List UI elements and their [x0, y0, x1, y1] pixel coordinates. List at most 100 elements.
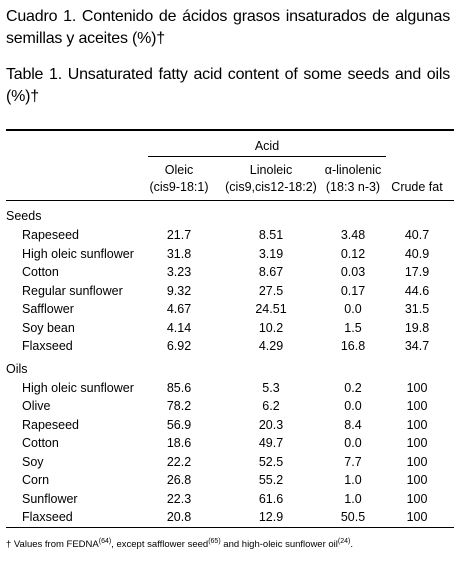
row-label: High oleic sunflower: [22, 380, 134, 395]
cell: 0.17: [340, 283, 366, 298]
group-rule: [148, 156, 386, 157]
cell: 8.51: [258, 228, 284, 242]
caption-es: Cuadro 1. Contenido de ácidos grasos ins…: [6, 8, 450, 47]
cell: 3.23: [166, 265, 192, 279]
footnote-text: .: [350, 539, 353, 551]
cell: 31.8: [166, 246, 192, 261]
caption-en: Table 1. Unsaturated fatty acid content …: [6, 66, 450, 105]
cell: 40.7: [404, 228, 430, 242]
cell: 31.5: [404, 302, 430, 316]
cell: 16.8: [340, 339, 366, 353]
cell: 19.8: [404, 320, 430, 335]
cell: 100: [406, 510, 428, 524]
cell: 0.03: [340, 265, 366, 279]
cell: 55.2: [258, 473, 284, 487]
column-header: (18:3 n-3): [325, 180, 381, 194]
cell: 85.6: [166, 380, 192, 395]
cell: 78.2: [166, 399, 192, 413]
footnote: † Values from FEDNA(64), except safflowe…: [6, 538, 353, 550]
cell: 22.2: [166, 454, 192, 469]
cell: 49.7: [258, 436, 284, 450]
cell: 3.48: [340, 228, 366, 242]
cell: 26.8: [166, 473, 192, 487]
cell: 4.29: [258, 339, 284, 353]
row-label: Rapeseed: [22, 417, 79, 432]
row-label: High oleic sunflower: [22, 246, 134, 261]
cell: 100: [406, 473, 428, 487]
cell: 0.0: [344, 399, 362, 413]
bottom-rule: [6, 527, 454, 528]
row-label: Olive: [22, 399, 51, 413]
column-header: α-linolenic: [324, 163, 382, 177]
section-label: Seeds: [6, 209, 42, 223]
cell: 20.3: [258, 417, 284, 432]
cell: 100: [406, 491, 428, 506]
row-label: Sunflower: [22, 491, 78, 506]
column-header: (cis9,cis12-18:2): [225, 180, 317, 194]
cell: 1.0: [344, 473, 362, 487]
cell: 6.92: [166, 339, 192, 353]
cell: 27.5: [258, 283, 284, 298]
top-rule: [6, 129, 454, 131]
cell: 12.9: [258, 510, 284, 524]
row-label: Regular sunflower: [22, 283, 123, 298]
cell: 8.67: [258, 265, 284, 279]
cell: 24.51: [255, 302, 287, 316]
row-label: Rapeseed: [22, 228, 79, 242]
row-label: Cotton: [22, 265, 59, 279]
cell: 4.14: [166, 320, 192, 335]
cell: 20.8: [166, 510, 192, 524]
section-label: Oils: [6, 361, 28, 376]
row-label: Soy bean: [22, 320, 75, 335]
cell: 0.2: [344, 380, 362, 395]
cell: 9.32: [166, 283, 192, 298]
row-label: Flaxseed: [22, 510, 73, 524]
cell: 4.67: [166, 302, 192, 316]
row-label: Flaxseed: [22, 339, 73, 353]
cell: 5.3: [262, 380, 280, 395]
group-header: Acid: [254, 139, 280, 153]
cell: 52.5: [258, 454, 284, 469]
reference: (65): [208, 538, 221, 545]
cell: 0.0: [344, 436, 362, 450]
footnote-text: , except safflower seed: [111, 539, 209, 551]
column-header: Crude fat: [391, 180, 443, 194]
cell: 100: [406, 436, 428, 450]
column-header: Oleic: [164, 163, 194, 177]
cell: 8.4: [344, 417, 362, 432]
cell: 0.12: [340, 246, 366, 261]
cell: 21.7: [166, 228, 192, 242]
cell: 0.0: [344, 302, 362, 316]
cell: 6.2: [262, 399, 280, 413]
cell: 22.3: [166, 491, 192, 506]
cell: 1.0: [344, 491, 362, 506]
footnote-text: † Values from FEDNA: [6, 539, 99, 551]
cell: 100: [406, 399, 428, 413]
column-header: Linoleic: [249, 163, 293, 177]
header-rule: [6, 200, 454, 201]
cell: 100: [406, 454, 428, 469]
cell: 40.9: [404, 246, 430, 261]
cell: 44.6: [404, 283, 430, 298]
cell: 61.6: [258, 491, 284, 506]
cell: 100: [406, 417, 428, 432]
cell: 56.9: [166, 417, 192, 432]
cell: 50.5: [340, 510, 366, 524]
cell: 3.19: [258, 246, 284, 261]
cell: 17.9: [404, 265, 430, 279]
cell: 10.2: [258, 320, 284, 335]
row-label: Safflower: [22, 302, 74, 316]
row-label: Soy: [22, 454, 44, 469]
cell: 1.5: [344, 320, 362, 335]
cell: 100: [406, 380, 428, 395]
cell: 34.7: [404, 339, 430, 353]
cell: 7.7: [344, 454, 362, 469]
column-header: (cis9-18:1): [149, 180, 209, 194]
reference: (24): [337, 538, 351, 545]
cell: 18.6: [166, 436, 192, 450]
footnote-text: and high-oleic sunflower oil: [220, 539, 338, 551]
row-label: Cotton: [22, 436, 59, 450]
row-label: Corn: [22, 473, 50, 487]
reference: (64): [98, 538, 112, 545]
